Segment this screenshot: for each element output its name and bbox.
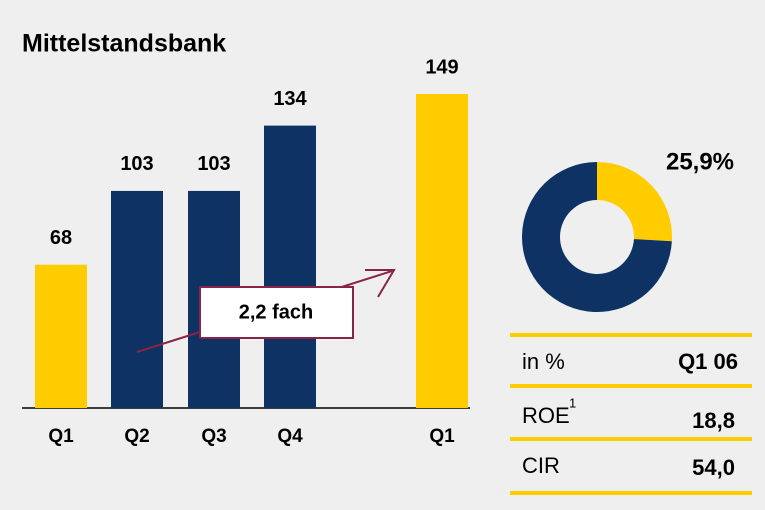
- x-tick-label: Q3: [201, 426, 226, 447]
- arrow-head: [365, 269, 396, 298]
- bar: [111, 190, 163, 408]
- pie-slice: [597, 162, 672, 242]
- table-header: in %: [522, 349, 565, 374]
- table-header: Q1 06: [678, 349, 738, 374]
- annotation-box: [199, 286, 354, 339]
- chart-title: Mittelstandsbank: [22, 30, 226, 58]
- row-value: 54,0: [692, 455, 735, 480]
- value-label: 103: [120, 153, 153, 175]
- value-label: 25,9%: [666, 148, 734, 175]
- x-tick-label: Q2: [124, 426, 149, 447]
- value-label: 134: [273, 88, 307, 110]
- x-tick-label: Q1: [48, 426, 74, 447]
- value-label: 103: [197, 153, 230, 175]
- bar: [264, 125, 316, 408]
- annotation: 2,2 fach: [239, 301, 313, 323]
- x-tick-label: Q4: [277, 426, 303, 447]
- bar: [416, 94, 468, 408]
- value-label: 149: [425, 56, 458, 78]
- row-value: 18,8: [692, 408, 735, 433]
- row-label: CIR: [522, 453, 560, 478]
- bar: [35, 264, 87, 408]
- row-label: ROE: [522, 403, 570, 428]
- footnote-mark: 1: [569, 395, 576, 410]
- pie-slice: [521, 162, 672, 313]
- x-tick-label: Q1: [429, 426, 455, 447]
- value-label: 68: [50, 227, 72, 249]
